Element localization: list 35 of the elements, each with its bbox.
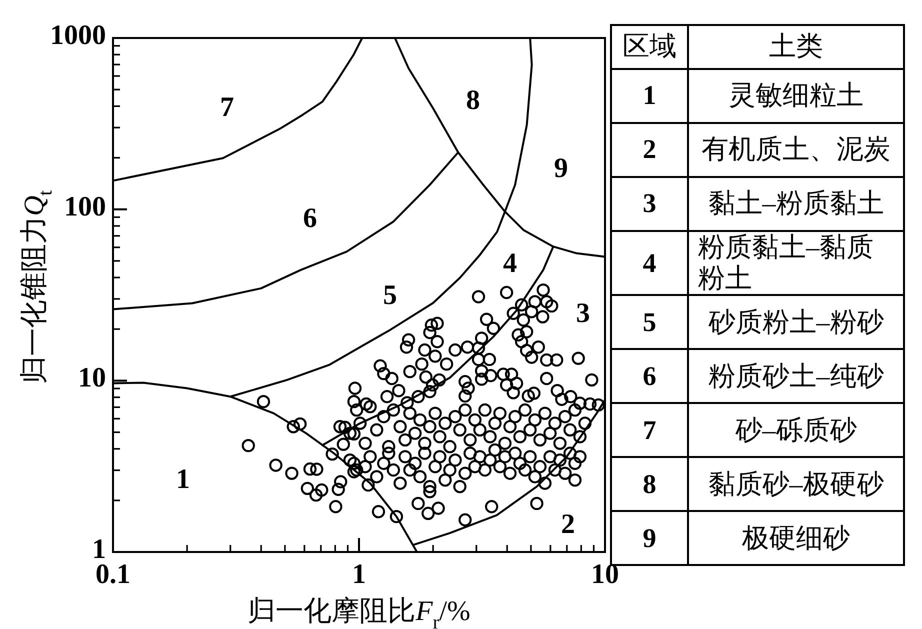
y-tick-label: 10 (78, 362, 106, 394)
annotation: 6 (303, 203, 317, 234)
text: 粉质砂土–纯砂 (708, 360, 884, 392)
y-tick-label: 100 (64, 191, 106, 222)
text: 4 (642, 248, 656, 279)
text: 2 (642, 134, 656, 166)
text: 8 (642, 468, 656, 500)
text: 6 (642, 360, 656, 392)
x-tick-label: 10 (591, 559, 619, 590)
annotation: 4 (503, 248, 517, 279)
text: 1 (642, 80, 656, 112)
annotation: 1 (176, 464, 190, 495)
x-axis-title: 归一化摩阻比F$_{r}$/% (248, 596, 470, 629)
text: 土类 (769, 31, 823, 63)
text: 9 (642, 522, 656, 554)
annotation: 7 (220, 92, 234, 123)
text: 区域 (622, 31, 676, 63)
annotation: 8 (466, 85, 480, 116)
text: 5 (642, 306, 656, 338)
text: 7 (642, 414, 656, 446)
text: 极硬细砂 (742, 522, 850, 554)
y-tick-label: 1000 (50, 20, 106, 51)
text: 砂–砾质砂 (735, 414, 857, 446)
annotation: 5 (383, 280, 397, 311)
text: 灵敏细粒土 (728, 80, 864, 112)
text: 砂质粉土–粉砂 (708, 306, 884, 338)
text: 黏质砂–极硬砂 (708, 468, 884, 500)
annotation: 3 (576, 298, 590, 329)
annotation: 9 (554, 153, 568, 184)
text: 粉质黏土–黏质粉土 (698, 232, 874, 294)
x-tick-label: 1 (352, 559, 366, 590)
text: 3 (642, 188, 656, 220)
annotation: 2 (561, 509, 575, 540)
text: 黏土–粉质黏土 (708, 188, 884, 220)
text: 有机质土、泥炭 (702, 134, 890, 166)
